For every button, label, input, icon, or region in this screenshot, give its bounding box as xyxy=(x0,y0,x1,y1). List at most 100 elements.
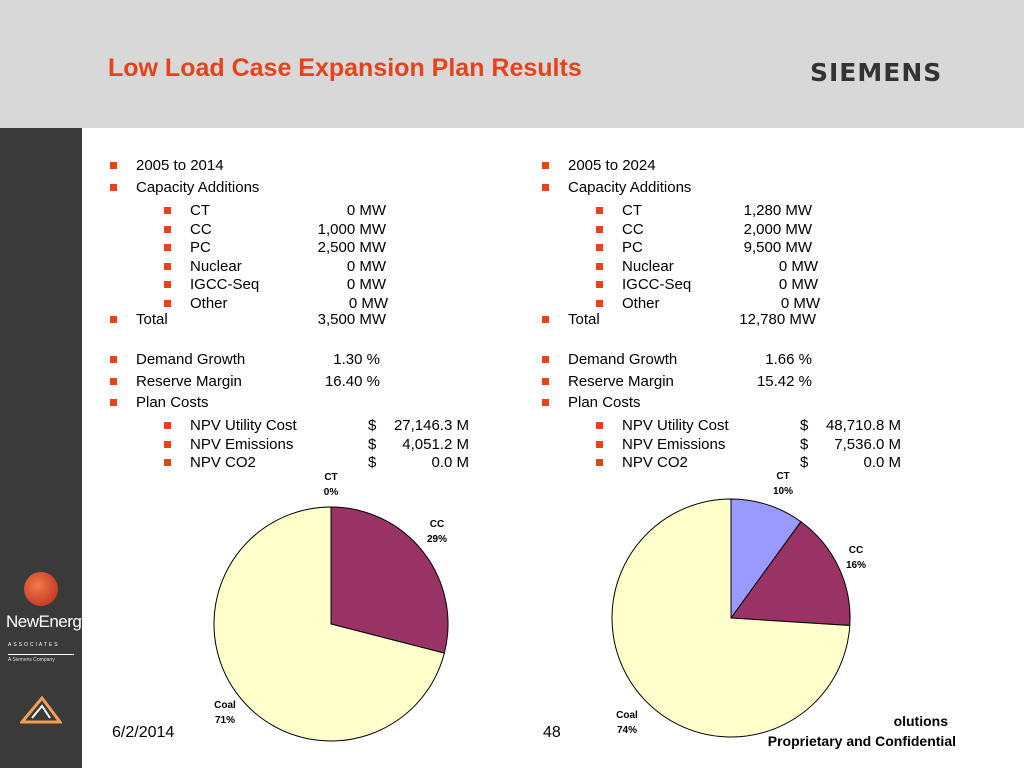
bullet-icon xyxy=(110,399,117,406)
reserve-value: 16.40 % xyxy=(324,373,380,390)
cost-label: NPV Emissions xyxy=(190,436,294,453)
capacity-label: Other xyxy=(190,295,228,312)
capacity-value: 1,000 MW xyxy=(317,221,386,238)
pie-label-name: Coal xyxy=(616,710,638,721)
capacity-label: CC xyxy=(190,221,212,238)
reserve-label: Reserve Margin xyxy=(568,373,674,390)
bullet-icon xyxy=(596,226,603,233)
cost-label: NPV Utility Cost xyxy=(190,417,297,434)
reserve-label: Reserve Margin xyxy=(136,373,242,390)
logo-company: A Siemens Company xyxy=(8,657,55,663)
bullet-icon xyxy=(542,162,549,169)
plan-costs-label: Plan Costs xyxy=(136,394,209,411)
bullet-icon xyxy=(164,422,171,429)
bullet-icon xyxy=(164,441,171,448)
pie-label-name: Coal xyxy=(214,700,236,711)
demand-label: Demand Growth xyxy=(568,351,678,368)
siemens-logo: SIEMENS xyxy=(810,58,943,87)
currency-symbol: $ xyxy=(368,417,377,434)
pie-label-percent: 0% xyxy=(324,487,339,498)
pie-label-name: CT xyxy=(324,472,337,483)
reserve-value: 15.42 % xyxy=(756,373,812,390)
capacity-label: Nuclear xyxy=(622,258,674,275)
cost-label: NPV CO2 xyxy=(622,454,688,471)
cost-value: 0.0 M xyxy=(863,454,901,471)
bullet-icon xyxy=(110,184,117,191)
capacity-value: 0 MW xyxy=(348,295,388,312)
capacity-value: 0 MW xyxy=(346,202,386,219)
triangle-logo-icon xyxy=(20,695,62,724)
bullet-icon xyxy=(542,356,549,363)
pie-slice-coal xyxy=(611,498,851,738)
capacity-heading: Capacity Additions xyxy=(136,179,260,196)
bullet-icon xyxy=(164,226,171,233)
capacity-heading: Capacity Additions xyxy=(568,179,692,196)
total-label: Total xyxy=(136,311,168,328)
pie-slice-ct xyxy=(730,498,802,620)
capacity-value: 2,500 MW xyxy=(317,239,386,256)
capacity-label: CT xyxy=(622,202,642,219)
bullet-icon xyxy=(542,184,549,191)
footer-date: 6/2/2014 xyxy=(112,724,175,741)
page-title: Low Load Case Expansion Plan Results xyxy=(108,54,582,82)
cost-value: 0.0 M xyxy=(431,454,469,471)
cost-value: 7,536.0 M xyxy=(834,436,901,453)
header-band: Low Load Case Expansion Plan Results SIE… xyxy=(0,0,1024,128)
bullet-icon xyxy=(542,378,549,385)
bullet-icon xyxy=(596,441,603,448)
cost-value: 48,710.8 M xyxy=(825,417,901,434)
page-number: 48 xyxy=(543,724,561,741)
bullet-icon xyxy=(110,378,117,385)
bullet-icon xyxy=(164,244,171,251)
period-label: 2005 to 2024 xyxy=(568,157,656,174)
cost-label: NPV CO2 xyxy=(190,454,256,471)
capacity-label: CC xyxy=(622,221,644,238)
globe-icon xyxy=(24,572,58,606)
bullet-icon xyxy=(110,162,117,169)
pie-label-percent: 16% xyxy=(846,560,866,571)
capacity-value: 0 MW xyxy=(346,276,386,293)
capacity-label: Nuclear xyxy=(190,258,242,275)
capacity-label: Other xyxy=(622,295,660,312)
bullet-icon xyxy=(596,422,603,429)
bullet-icon xyxy=(596,207,603,214)
bullet-icon xyxy=(164,281,171,288)
bullet-icon xyxy=(110,316,117,323)
capacity-label: PC xyxy=(190,239,211,256)
currency-symbol: $ xyxy=(800,454,809,471)
footer-proprietary: Proprietary and Confidential xyxy=(767,733,956,749)
pie-label-name: CC xyxy=(849,545,863,556)
cost-value: 27,146.3 M xyxy=(393,417,469,434)
currency-symbol: $ xyxy=(368,436,377,453)
demand-value: 1.30 % xyxy=(333,351,380,368)
bullet-icon xyxy=(596,263,603,270)
bullet-icon xyxy=(596,459,603,466)
capacity-value: 2,000 MW xyxy=(743,221,812,238)
currency-symbol: $ xyxy=(800,436,809,453)
capacity-value: 0 MW xyxy=(780,295,820,312)
demand-label: Demand Growth xyxy=(136,351,246,368)
bullet-icon xyxy=(596,300,603,307)
bullet-icon xyxy=(164,459,171,466)
total-label: Total xyxy=(568,311,600,328)
logo-divider xyxy=(8,654,74,655)
currency-symbol: $ xyxy=(800,417,809,434)
logo-name: NewEnergy xyxy=(6,612,90,631)
pie-slice-cc xyxy=(330,506,449,654)
bullet-icon xyxy=(110,356,117,363)
currency-symbol: $ xyxy=(368,454,377,471)
bullet-icon xyxy=(596,244,603,251)
pie-label-percent: 29% xyxy=(427,534,447,545)
capacity-label: IGCC-Seq xyxy=(190,276,260,293)
bullet-icon xyxy=(596,281,603,288)
pie-label-name: CC xyxy=(430,519,444,530)
plan-costs-label: Plan Costs xyxy=(568,394,641,411)
bullet-icon xyxy=(542,316,549,323)
capacity-value: 0 MW xyxy=(778,258,818,275)
pie-label-name: CT xyxy=(776,471,789,482)
pie-slice-cc xyxy=(730,521,851,627)
capacity-value: 0 MW xyxy=(778,276,818,293)
pie-label-percent: 74% xyxy=(617,725,637,736)
footer-solutions: olutions xyxy=(893,713,948,729)
bullet-icon xyxy=(164,207,171,214)
